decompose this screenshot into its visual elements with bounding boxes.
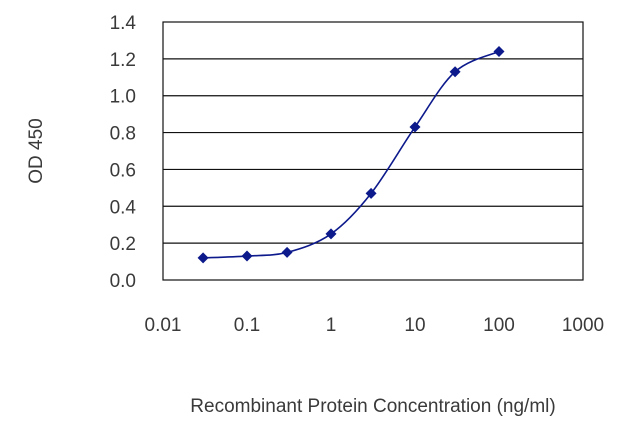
x-tick-label: 1 bbox=[326, 315, 337, 336]
data-point-diamond bbox=[241, 250, 253, 262]
y-tick-label: 0.6 bbox=[110, 160, 136, 181]
gridlines bbox=[163, 58, 583, 244]
x-tick-label: 1000 bbox=[562, 315, 604, 336]
x-tick-labels: 0.01 0.1 1 10 100 1000 bbox=[145, 315, 605, 336]
x-tick-label: 0.1 bbox=[234, 315, 260, 336]
y-tick-labels: 0.0 0.2 0.4 0.6 0.8 1.0 1.2 1.4 bbox=[110, 13, 137, 292]
y-tick-label: 0.4 bbox=[110, 197, 137, 218]
data-point-diamond bbox=[365, 187, 377, 199]
data-point-diamond bbox=[409, 121, 421, 133]
y-tick-label: 0.2 bbox=[110, 234, 136, 255]
data-point-diamond bbox=[449, 66, 461, 78]
y-tick-label: 1.4 bbox=[110, 13, 137, 34]
x-tick-label: 0.01 bbox=[145, 315, 182, 336]
x-tick-label: 100 bbox=[483, 315, 515, 336]
data-points bbox=[197, 45, 505, 264]
y-tick-label: 1.0 bbox=[110, 87, 136, 108]
y-axis-title: OD 450 bbox=[26, 118, 47, 183]
x-axis-title: Recombinant Protein Concentration (ng/ml… bbox=[190, 396, 555, 417]
data-point-diamond bbox=[493, 45, 505, 57]
data-point-diamond bbox=[281, 246, 293, 258]
y-tick-label: 1.2 bbox=[110, 50, 136, 71]
plot-area bbox=[162, 21, 584, 281]
data-point-diamond bbox=[197, 252, 209, 264]
x-tick-label: 10 bbox=[404, 315, 425, 336]
y-tick-label: 0.8 bbox=[110, 124, 136, 145]
y-tick-label: 0.0 bbox=[110, 271, 136, 292]
data-point-diamond bbox=[325, 228, 337, 240]
